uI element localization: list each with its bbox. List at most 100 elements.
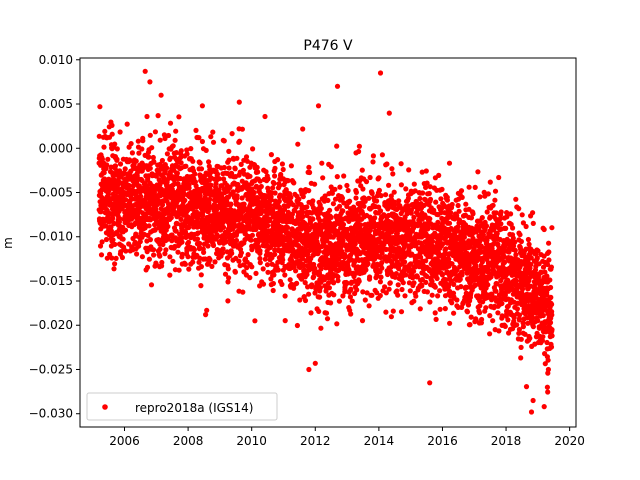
data-point bbox=[344, 203, 350, 209]
data-point bbox=[185, 254, 191, 260]
data-point bbox=[315, 103, 322, 109]
data-point bbox=[102, 128, 108, 134]
data-point bbox=[282, 272, 288, 278]
data-point bbox=[123, 248, 129, 254]
data-point bbox=[159, 157, 165, 164]
data-point bbox=[101, 170, 107, 176]
data-point bbox=[129, 150, 135, 156]
data-point bbox=[151, 252, 157, 258]
y-axis: 0.0100.0050.000−0.005−0.010−0.015−0.020−… bbox=[29, 53, 80, 421]
data-point bbox=[525, 236, 532, 243]
data-point bbox=[177, 155, 184, 161]
data-point bbox=[549, 301, 555, 307]
data-point bbox=[530, 324, 537, 330]
data-point bbox=[173, 228, 179, 234]
data-point bbox=[142, 68, 148, 74]
data-point bbox=[502, 323, 508, 329]
data-point bbox=[382, 284, 388, 290]
data-point bbox=[270, 280, 276, 287]
y-tick-label: −0.020 bbox=[29, 318, 73, 332]
data-point bbox=[306, 188, 312, 194]
x-tick-label: 2020 bbox=[554, 434, 585, 448]
data-point bbox=[260, 281, 267, 287]
data-point bbox=[544, 384, 551, 390]
data-point bbox=[514, 306, 521, 312]
data-point bbox=[176, 114, 182, 120]
data-point bbox=[208, 182, 214, 188]
data-point bbox=[105, 214, 111, 220]
data-point bbox=[334, 321, 340, 327]
data-point bbox=[434, 275, 440, 282]
data-point bbox=[359, 318, 366, 324]
data-point bbox=[236, 217, 242, 223]
data-point bbox=[282, 318, 288, 324]
data-point bbox=[157, 246, 163, 252]
data-point bbox=[297, 297, 303, 303]
data-point bbox=[341, 173, 347, 179]
data-point bbox=[182, 197, 188, 203]
data-point bbox=[270, 185, 276, 191]
data-point bbox=[390, 171, 396, 177]
data-point bbox=[541, 226, 547, 233]
data-point bbox=[541, 404, 547, 410]
data-point bbox=[467, 322, 473, 328]
data-point bbox=[505, 317, 511, 323]
data-point bbox=[530, 220, 536, 226]
data-point bbox=[234, 193, 240, 199]
data-point bbox=[101, 144, 107, 150]
data-point bbox=[122, 227, 129, 233]
data-point bbox=[306, 291, 312, 297]
data-point bbox=[126, 182, 132, 189]
data-point bbox=[508, 211, 514, 217]
data-point bbox=[147, 165, 153, 171]
data-point bbox=[330, 201, 336, 207]
data-point bbox=[300, 194, 306, 200]
data-point bbox=[366, 303, 372, 309]
data-point bbox=[475, 169, 481, 175]
data-point bbox=[257, 260, 263, 266]
data-point bbox=[479, 215, 485, 221]
data-point bbox=[339, 195, 345, 201]
data-point bbox=[235, 181, 241, 188]
data-point bbox=[230, 190, 236, 196]
data-point bbox=[150, 247, 157, 253]
data-point bbox=[317, 218, 323, 224]
data-point bbox=[138, 193, 144, 199]
data-point bbox=[311, 261, 317, 268]
data-point bbox=[304, 204, 310, 210]
data-point bbox=[436, 172, 442, 178]
data-point bbox=[229, 131, 235, 137]
data-point bbox=[454, 297, 460, 303]
data-point bbox=[112, 241, 118, 247]
data-point bbox=[312, 181, 318, 187]
data-point bbox=[201, 249, 207, 255]
data-point bbox=[341, 200, 347, 206]
data-point bbox=[134, 251, 140, 257]
data-point bbox=[249, 264, 255, 270]
data-point bbox=[319, 160, 325, 166]
legend-label: repro2018a (IGS14) bbox=[135, 401, 253, 415]
data-point bbox=[318, 205, 324, 212]
data-point bbox=[547, 277, 553, 283]
data-point bbox=[509, 225, 516, 231]
data-point bbox=[317, 285, 323, 291]
data-point bbox=[399, 286, 405, 293]
data-point bbox=[99, 156, 105, 162]
data-point bbox=[353, 195, 359, 201]
data-point bbox=[398, 309, 405, 315]
data-point bbox=[184, 147, 190, 153]
data-point bbox=[159, 187, 165, 193]
data-point bbox=[347, 294, 353, 300]
data-point bbox=[103, 236, 110, 243]
data-point bbox=[136, 243, 142, 249]
data-point bbox=[186, 185, 192, 191]
data-point bbox=[451, 310, 457, 316]
data-point bbox=[139, 254, 145, 260]
data-point bbox=[109, 131, 115, 137]
data-point bbox=[173, 128, 179, 134]
data-point bbox=[191, 247, 197, 253]
data-point bbox=[110, 215, 116, 221]
y-tick-label: −0.010 bbox=[29, 230, 73, 244]
data-point bbox=[172, 137, 178, 143]
data-point bbox=[255, 195, 261, 201]
